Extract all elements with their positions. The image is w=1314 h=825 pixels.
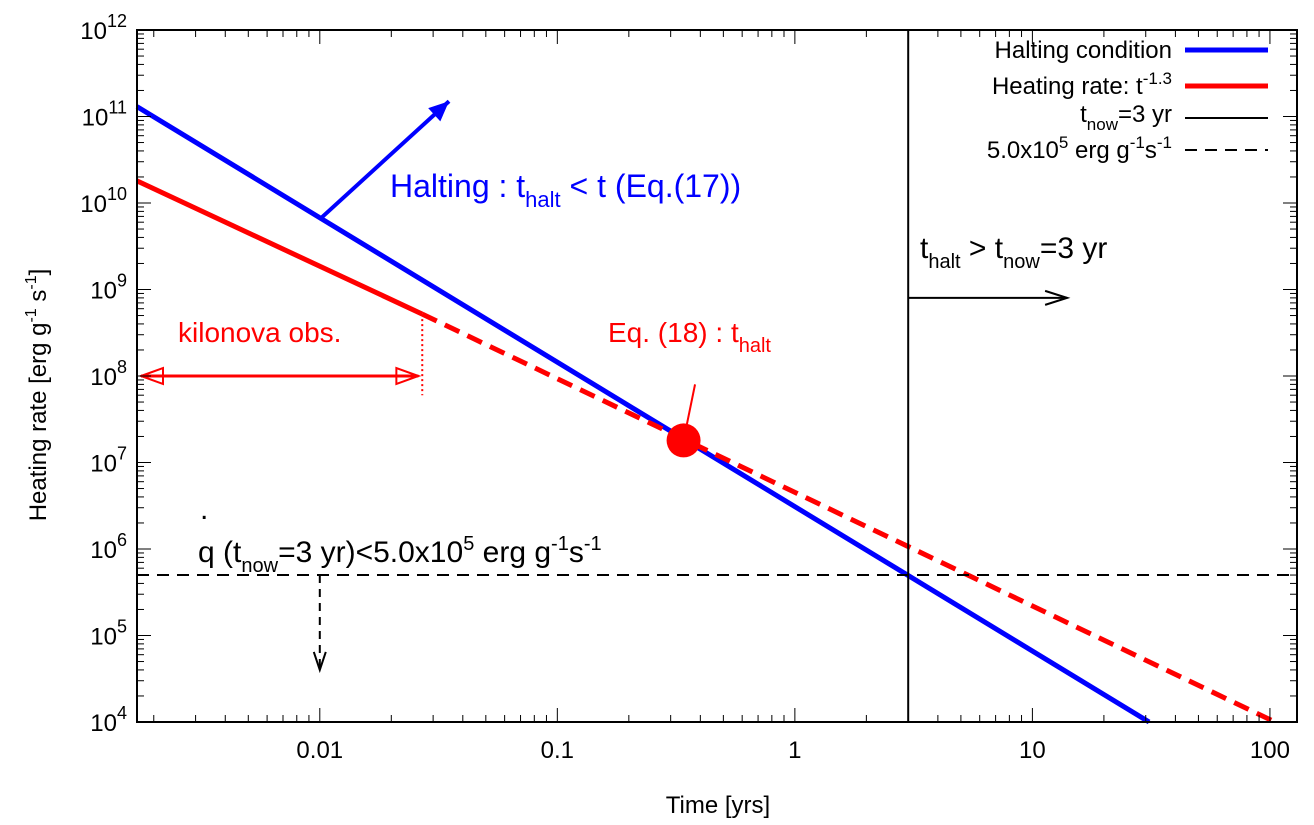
y-axis-label: Heating rate [erg g-1 s-1] [23, 269, 52, 522]
series-layer [135, 30, 1297, 725]
qdot-annotation: q (tnow=3 yr)<5.0x105 erg g-1s-1 [198, 533, 602, 577]
eq18-leader [682, 384, 697, 441]
kilonova-annotation: kilonova obs. [178, 317, 341, 348]
legend-label-tnow: tnow=3 yr [1080, 101, 1172, 134]
legend-label-heating: Heating rate: t-1.3 [992, 69, 1172, 100]
kilonova-arrow-right-head [395, 366, 422, 386]
kilonova-arrow-left-head [138, 366, 164, 386]
upper-limit-arrow-head [312, 651, 327, 674]
halting-arrow-head [428, 101, 450, 122]
y-tick-label-2: 106 [90, 530, 127, 564]
legend-label-halting: Halting condition [995, 37, 1172, 64]
eq18-annotation: Eq. (18) : thalt [608, 317, 771, 357]
x-tick-label-2: 1 [788, 737, 801, 764]
halting-arrow [318, 99, 451, 221]
x-axis-label: Time [yrs] [666, 792, 770, 819]
annotation-layer [138, 99, 1071, 674]
x-tick-label-0: 0.01 [296, 737, 343, 764]
y-tick-label-4: 108 [90, 357, 127, 391]
series-heating_extrapolated [421, 311, 1277, 725]
halting-annotation: Halting : thalt < t (Eq.(17)) [390, 168, 741, 212]
series-halting [135, 104, 1151, 725]
y-tick-label-1: 105 [90, 617, 127, 651]
y-tick-label-6: 1010 [80, 184, 127, 218]
thalt-annotation: thalt > tnow=3 yr [920, 232, 1107, 273]
y-tick-label-5: 109 [90, 271, 127, 305]
y-tick-label-3: 107 [90, 444, 127, 478]
legend-label-limit: 5.0x105 erg g-1s-1 [987, 133, 1172, 164]
qdot-dot: . [200, 493, 208, 526]
x-tick-label-1: 0.1 [541, 737, 574, 764]
series-heating_observed [135, 178, 424, 317]
y-tick-label-0: 104 [90, 703, 127, 737]
axes-layer: 0.01 0.1 1 10 100 104 105 106 107 108 109 1010 1011 1… [80, 11, 1298, 764]
x-tick-label-3: 10 [1019, 737, 1046, 764]
y-tick-label-8: 1012 [80, 11, 127, 45]
x-tick-label-4: 100 [1250, 737, 1290, 764]
legend: Halting condition Heating rate: t-1.3 tn… [987, 37, 1268, 164]
y-tick-label-7: 1011 [82, 98, 127, 132]
thalt-arrow-head [1044, 289, 1071, 306]
